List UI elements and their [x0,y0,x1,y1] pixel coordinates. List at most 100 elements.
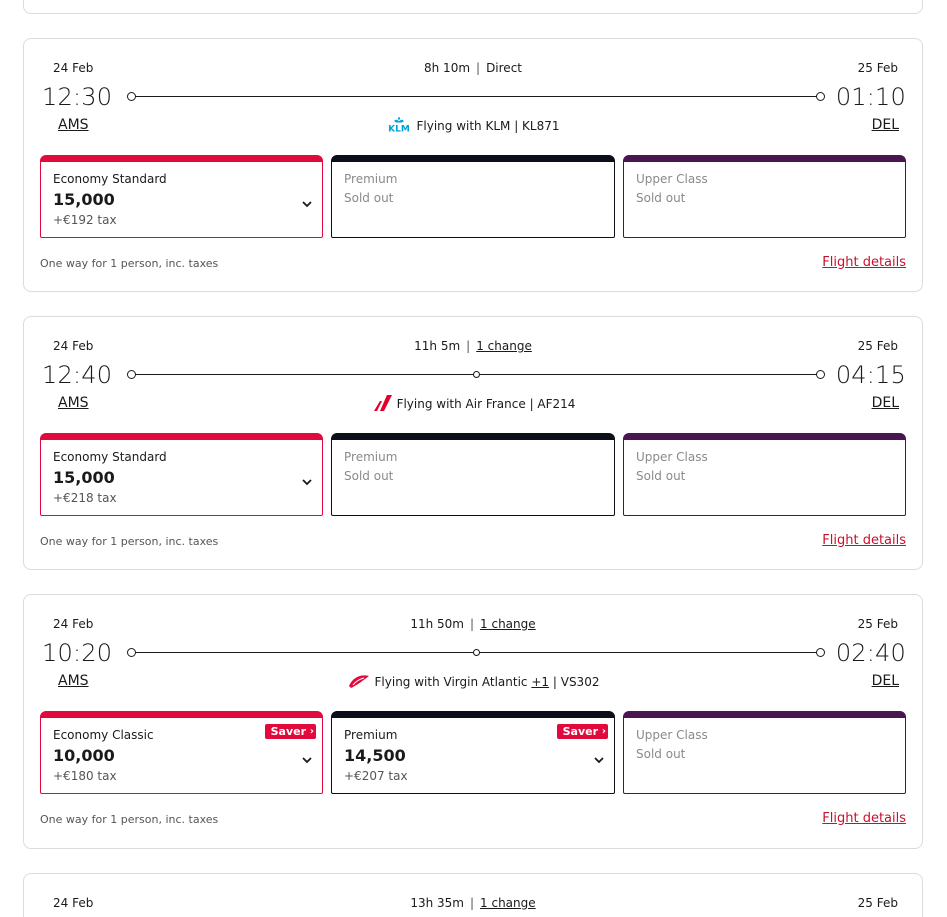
origin-dot [127,370,136,379]
departure-date: 24 Feb [53,339,94,353]
cabin-name: Upper Class [636,450,708,464]
tax-amount: +€218 tax [53,491,117,505]
cabin-name: Economy Standard [53,172,167,186]
stops-link[interactable]: 1 change [480,617,536,631]
stopover-dot [473,649,480,656]
premium-cabin-option[interactable]: Premium Saver 14,500 +€207 tax [331,711,615,794]
klm-logo-icon: KLM [386,117,412,136]
previous-flight-card [23,0,923,14]
origin-airport-link[interactable]: AMS [58,673,89,689]
sold-out-label: Sold out [636,747,686,761]
arrival-date: 25 Feb [857,896,898,910]
points-price: 15,000 [53,468,115,487]
points-price: 15,000 [53,190,115,209]
flight-duration: 11h 50m | 1 change [410,617,536,631]
carrier-info: Flying with Air France | AF214 [24,395,922,414]
destination-airport-link[interactable]: DEL [871,395,899,411]
codeshare-plus-link[interactable]: +1 [531,675,550,689]
stops-text: Direct [486,61,522,75]
carrier-info: KLM Flying with KLM | KL871 [24,117,922,136]
sold-out-label: Sold out [636,191,686,205]
virgin-atlantic-logo-icon [347,673,371,692]
flight-number: VS302 [560,675,600,689]
departure-date: 24 Feb [53,61,94,75]
sold-out-label: Sold out [344,469,394,483]
premium-cabin-option: Premium Sold out [331,155,615,238]
departure-date: 24 Feb [53,896,94,910]
points-price: 14,500 [344,746,406,765]
flight-card: 24 Feb 8h 10m | Direct 25 Feb 12:30 01:10 … [23,38,923,292]
chevron-down-icon[interactable] [302,478,312,489]
chevron-down-icon[interactable] [594,756,604,767]
flight-card: 24 Feb 11h 5m | 1 change 25 Feb 12:40 04:1… [23,316,923,570]
cabin-name: Premium [344,728,398,742]
cabin-name: Upper Class [636,172,708,186]
duration-text: 8h 10m [424,61,471,75]
upper-class-cabin-option: Upper Class Sold out [623,711,906,794]
flight-duration: 13h 35m | 1 change [410,896,536,910]
flight-card: 24 Feb 13h 35m | 1 change 25 Feb [23,873,923,917]
duration-text: 13h 35m [410,896,464,910]
upper-class-cabin-option: Upper Class Sold out [623,155,906,238]
sold-out-label: Sold out [636,469,686,483]
departure-time: 12:30 [42,83,113,111]
saver-badge: Saver [264,724,316,739]
economy-cabin-option[interactable]: Economy Standard 15,000 +€192 tax [40,155,323,238]
route-line [127,648,825,657]
destination-dot [816,648,825,657]
carrier-text: Flying with Air France [396,397,526,411]
flight-duration: 8h 10m | Direct [424,61,522,75]
destination-airport-link[interactable]: DEL [871,673,899,689]
stopover-dot [473,371,480,378]
sold-out-label: Sold out [344,191,394,205]
upper-class-cabin-option: Upper Class Sold out [623,433,906,516]
cabin-name: Economy Standard [53,450,167,464]
flight-details-link[interactable]: Flight details [822,533,906,548]
fare-note: One way for 1 person, inc. taxes [40,813,219,826]
route-line [127,92,825,101]
arrival-time: 01:10 [835,83,906,111]
destination-dot [816,92,825,101]
destination-dot [816,370,825,379]
route-line [127,370,825,379]
cabin-name: Economy Classic [53,728,154,742]
air-france-logo-icon [371,395,393,414]
arrival-date: 25 Feb [857,61,898,75]
svg-text:KLM: KLM [389,125,411,134]
tax-amount: +€180 tax [53,769,117,783]
origin-airport-link[interactable]: AMS [58,395,89,411]
destination-airport-link[interactable]: DEL [871,117,899,133]
carrier-text: Flying with Virgin Atlantic [374,675,528,689]
tax-amount: +€192 tax [53,213,117,227]
arrival-date: 25 Feb [857,339,898,353]
chevron-down-icon[interactable] [302,756,312,767]
arrival-date: 25 Feb [857,617,898,631]
chevron-down-icon[interactable] [302,200,312,211]
origin-dot [127,648,136,657]
cabin-name: Premium [344,450,398,464]
fare-note: One way for 1 person, inc. taxes [40,535,219,548]
duration-text: 11h 50m [410,617,464,631]
duration-text: 11h 5m [414,339,461,353]
arrival-time: 02:40 [835,639,906,667]
premium-cabin-option: Premium Sold out [331,433,615,516]
points-price: 10,000 [53,746,115,765]
flight-number: KL871 [522,119,560,133]
departure-time: 10:20 [42,639,113,667]
economy-cabin-option[interactable]: Economy Classic Saver 10,000 +€180 tax [40,711,323,794]
fare-note: One way for 1 person, inc. taxes [40,257,219,270]
flight-duration: 11h 5m | 1 change [414,339,532,353]
origin-airport-link[interactable]: AMS [58,117,89,133]
flight-card: 24 Feb 11h 50m | 1 change 25 Feb 10:20 02:… [23,594,923,849]
flight-details-link[interactable]: Flight details [822,811,906,826]
economy-cabin-option[interactable]: Economy Standard 15,000 +€218 tax [40,433,323,516]
departure-time: 12:40 [42,361,113,389]
flight-details-link[interactable]: Flight details [822,255,906,270]
carrier-info: Flying with Virgin Atlantic +1 | VS302 [24,673,922,692]
carrier-text: Flying with KLM [416,119,511,133]
departure-date: 24 Feb [53,617,94,631]
stops-link[interactable]: 1 change [476,339,532,353]
saver-badge: Saver [556,724,608,739]
cabin-name: Upper Class [636,728,708,742]
stops-link[interactable]: 1 change [480,896,536,910]
